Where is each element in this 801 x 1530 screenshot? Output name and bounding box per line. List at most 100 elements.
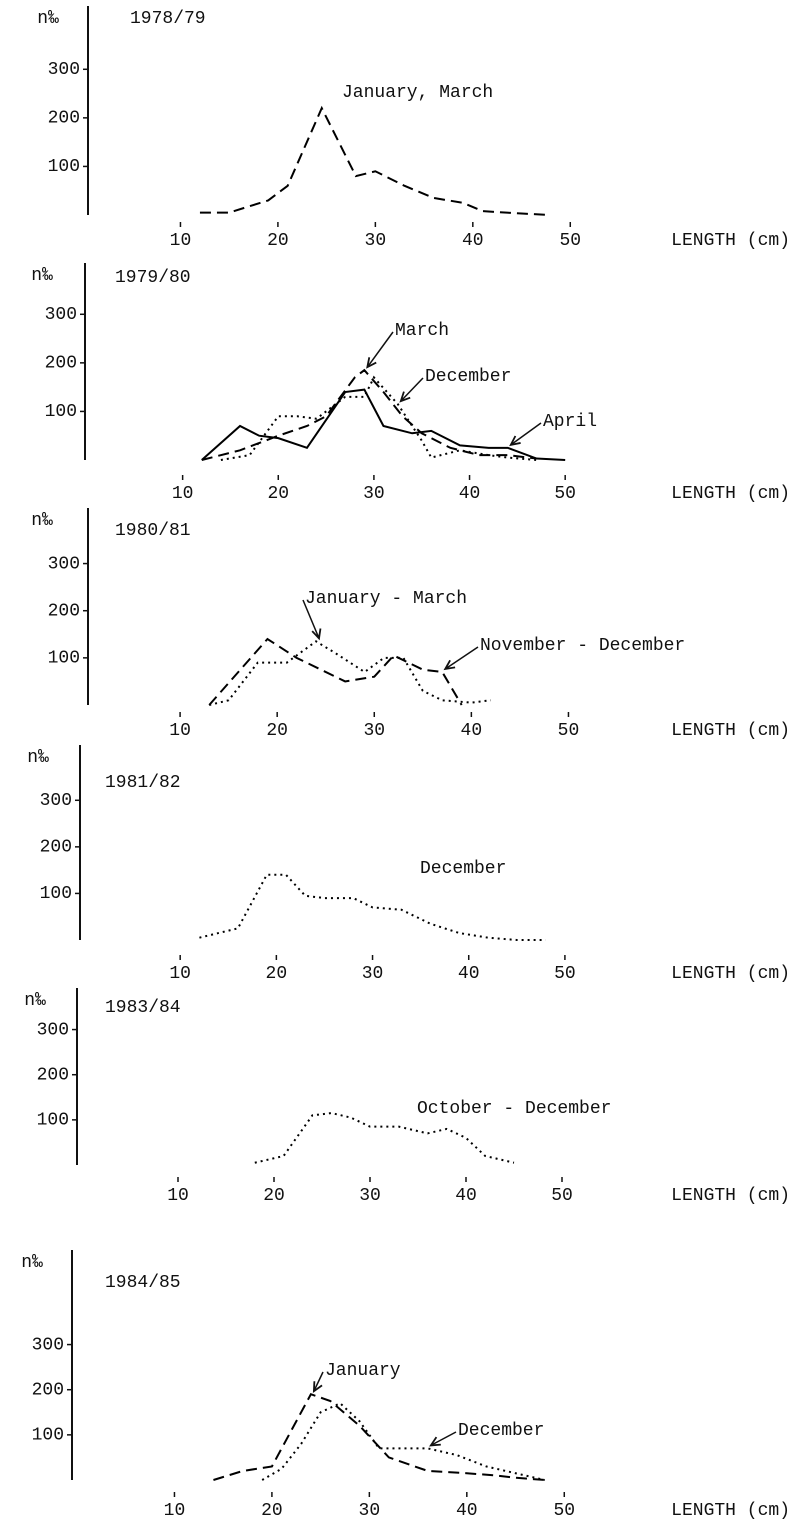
x-tick-label: 30 xyxy=(365,231,387,251)
label-arrow xyxy=(313,1371,324,1392)
series-label: December xyxy=(420,859,506,879)
arrow-head xyxy=(312,1381,323,1394)
x-tick-label: 30 xyxy=(359,1186,381,1206)
y-tick-label: 300 xyxy=(32,1335,64,1355)
panel-title: 1978/79 xyxy=(130,9,206,29)
y-tick-label: 100 xyxy=(37,1111,69,1131)
x-axis-label: LENGTH (cm) xyxy=(671,721,790,741)
x-tick-label: 40 xyxy=(458,964,480,984)
y-tick-label: 200 xyxy=(48,601,80,621)
arrow-head xyxy=(311,628,322,641)
y-axis-label: n‰ xyxy=(24,991,46,1011)
x-tick-label: 20 xyxy=(267,484,289,504)
x-tick-label: 40 xyxy=(462,231,484,251)
label-arrow xyxy=(302,599,320,639)
series-line xyxy=(208,640,491,706)
x-tick-label: 20 xyxy=(267,231,289,251)
series-line xyxy=(220,375,537,461)
y-tick-label: 300 xyxy=(48,554,80,574)
x-tick-label: 50 xyxy=(558,721,580,741)
x-tick-label: 10 xyxy=(167,1186,189,1206)
series-line xyxy=(199,873,546,941)
x-tick-label: 10 xyxy=(169,721,191,741)
series-label: December xyxy=(458,1421,544,1441)
x-axis-label: LENGTH (cm) xyxy=(671,1501,790,1521)
label-arrow xyxy=(510,422,542,446)
x-axis-label: LENGTH (cm) xyxy=(671,964,790,984)
series-label: October - December xyxy=(417,1099,611,1119)
series-label: January, March xyxy=(342,83,493,103)
label-arrow xyxy=(400,377,424,402)
series-line xyxy=(254,1112,515,1164)
x-tick-label: 40 xyxy=(456,1501,478,1521)
y-tick-label: 100 xyxy=(40,884,72,904)
x-tick-label: 50 xyxy=(553,1501,575,1521)
arrow-head xyxy=(399,391,411,403)
x-tick-label: 30 xyxy=(363,721,385,741)
arrow-head xyxy=(509,435,521,447)
series-line xyxy=(201,368,537,461)
series-line xyxy=(261,1402,546,1481)
panel-title: 1980/81 xyxy=(115,521,191,541)
label-arrow xyxy=(366,331,394,368)
arrow-head xyxy=(443,659,456,671)
y-tick-label: 300 xyxy=(40,791,72,811)
panel-title: 1984/85 xyxy=(105,1273,181,1293)
y-tick-label: 200 xyxy=(45,354,77,374)
x-tick-label: 20 xyxy=(261,1501,283,1521)
series-line xyxy=(201,388,566,461)
y-tick-label: 300 xyxy=(48,60,80,80)
x-tick-label: 30 xyxy=(359,1501,381,1521)
series-label: January xyxy=(325,1361,401,1381)
panel-title: 1979/80 xyxy=(115,268,191,288)
x-tick-label: 10 xyxy=(169,964,191,984)
y-tick-label: 200 xyxy=(32,1380,64,1400)
x-axis-label: LENGTH (cm) xyxy=(671,484,790,504)
x-tick-label: 10 xyxy=(172,484,194,504)
x-tick-label: 50 xyxy=(554,964,576,984)
panel-title: 1981/82 xyxy=(105,773,181,793)
x-tick-label: 10 xyxy=(170,231,192,251)
y-tick-label: 100 xyxy=(32,1426,64,1446)
series-line xyxy=(199,105,551,216)
y-tick-label: 200 xyxy=(37,1065,69,1085)
series-label: January - March xyxy=(305,589,467,609)
label-arrow xyxy=(444,646,479,670)
y-tick-label: 100 xyxy=(48,649,80,669)
y-tick-label: 200 xyxy=(48,109,80,129)
x-tick-label: 40 xyxy=(461,721,483,741)
y-axis-label: n‰ xyxy=(31,266,53,286)
x-axis-label: LENGTH (cm) xyxy=(671,1186,790,1206)
y-tick-label: 100 xyxy=(48,157,80,177)
series-label: November - December xyxy=(480,636,685,656)
series-line xyxy=(208,637,463,706)
series-line xyxy=(213,1393,545,1481)
x-axis-label: LENGTH (cm) xyxy=(671,231,790,251)
x-tick-label: 40 xyxy=(455,1186,477,1206)
x-tick-label: 20 xyxy=(263,1186,285,1206)
label-arrow xyxy=(430,1431,457,1447)
y-axis-label: n‰ xyxy=(37,9,59,29)
series-label: December xyxy=(425,367,511,387)
x-tick-label: 50 xyxy=(554,484,576,504)
x-tick-label: 10 xyxy=(164,1501,186,1521)
x-tick-label: 50 xyxy=(551,1186,573,1206)
x-tick-label: 40 xyxy=(459,484,481,504)
x-tick-label: 30 xyxy=(363,484,385,504)
x-tick-label: 20 xyxy=(266,721,288,741)
x-tick-label: 50 xyxy=(559,231,581,251)
y-axis-label: n‰ xyxy=(27,748,49,768)
y-tick-label: 100 xyxy=(45,402,77,422)
arrow-head xyxy=(429,1436,441,1447)
panel-title: 1983/84 xyxy=(105,998,181,1018)
series-label: April xyxy=(543,412,597,432)
x-tick-label: 30 xyxy=(362,964,384,984)
y-tick-label: 300 xyxy=(45,305,77,325)
arrow-head xyxy=(366,357,377,369)
x-tick-label: 20 xyxy=(266,964,288,984)
y-tick-label: 200 xyxy=(40,838,72,858)
y-axis-label: n‰ xyxy=(31,511,53,531)
y-axis-label: n‰ xyxy=(21,1253,43,1273)
